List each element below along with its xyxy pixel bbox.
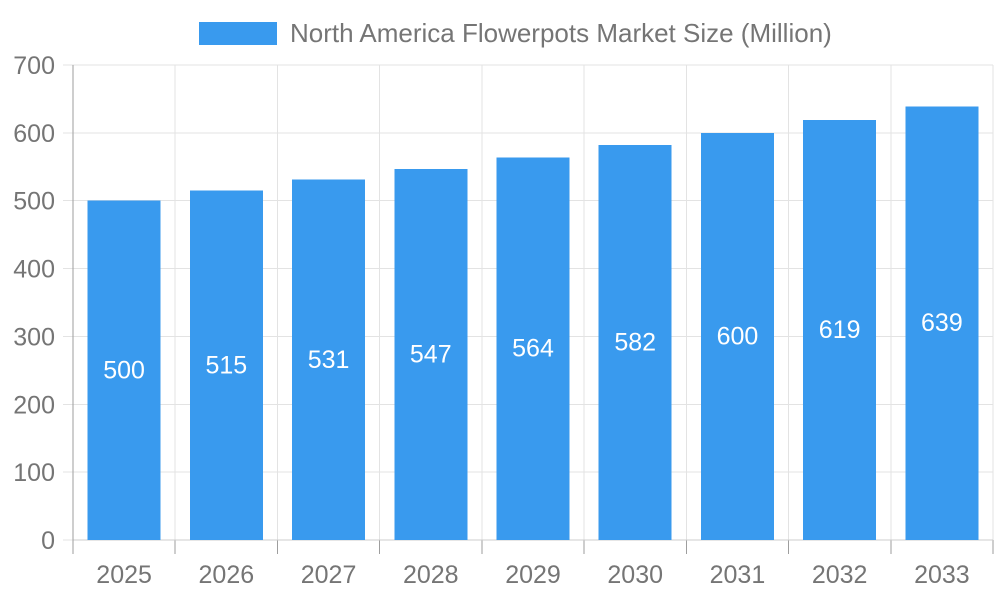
y-tick-label: 500: [13, 188, 55, 216]
y-tick-label: 200: [13, 391, 55, 419]
legend-item[interactable]: North America Flowerpots Market Size (Mi…: [199, 20, 832, 46]
bar-2030[interactable]: [598, 145, 672, 541]
y-tick-label: 400: [13, 256, 55, 284]
bar-2025[interactable]: [87, 200, 161, 540]
x-tick-label: 2029: [505, 561, 561, 589]
bar-2028[interactable]: [394, 168, 468, 541]
x-tick-label: 2027: [301, 561, 357, 589]
bar-value-label: 619: [819, 316, 861, 344]
x-tick-label: 2031: [710, 561, 766, 589]
bar-value-label: 600: [717, 322, 759, 350]
y-tick-label: 600: [13, 120, 55, 148]
legend-swatch-icon: [199, 21, 277, 45]
bar-value-label: 531: [308, 346, 350, 374]
bar-2033[interactable]: [905, 106, 979, 541]
y-tick-label: 700: [13, 52, 55, 80]
x-tick-label: 2030: [607, 561, 663, 589]
bar-2032[interactable]: [803, 119, 877, 540]
bar-value-label: 582: [614, 329, 656, 357]
x-tick-label: 2026: [199, 561, 255, 589]
y-tick-label: 100: [13, 459, 55, 487]
bar-value-label: 564: [512, 335, 554, 363]
y-tick-label: 300: [13, 323, 55, 351]
bar-2029[interactable]: [496, 157, 570, 541]
x-tick-label: 2028: [403, 561, 459, 589]
bar-2031[interactable]: [700, 132, 774, 540]
y-tick-label: 0: [41, 527, 55, 555]
bar-value-label: 500: [103, 356, 145, 384]
x-tick-label: 2025: [96, 561, 152, 589]
bar-value-label: 547: [410, 340, 452, 368]
x-tick-label: 2032: [812, 561, 868, 589]
x-tick-label: 2033: [914, 561, 970, 589]
bar-value-label: 639: [921, 309, 963, 337]
bar-2026[interactable]: [189, 190, 263, 541]
bar-2027[interactable]: [292, 179, 366, 540]
bar-value-label: 515: [205, 351, 247, 379]
legend-label: North America Flowerpots Market Size (Mi…: [290, 18, 832, 48]
